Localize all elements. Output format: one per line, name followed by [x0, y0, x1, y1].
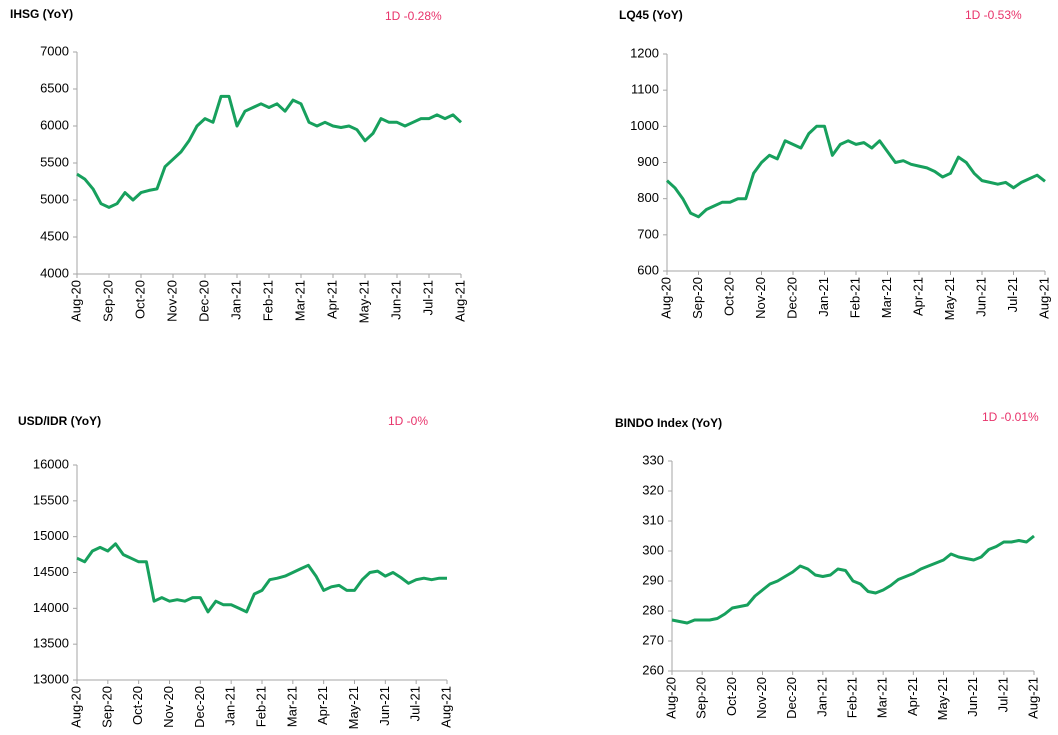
x-tick-label: Mar-21	[875, 677, 890, 718]
x-tick-label: Aug-21	[1025, 677, 1040, 719]
x-tick-label: Nov-20	[164, 280, 179, 322]
x-tick-label: Oct-20	[721, 277, 736, 316]
x-tick-label: Aug-20	[658, 277, 673, 319]
x-tick-label: Jul-21	[1005, 277, 1020, 312]
x-tick-label: Dec-20	[192, 686, 207, 728]
x-tick-label: May-21	[942, 277, 957, 320]
y-tick-label: 270	[642, 632, 664, 647]
x-tick-label: Aug-20	[68, 280, 83, 322]
data-line	[76, 94, 463, 209]
x-tick-label: Apr-21	[324, 280, 339, 319]
y-tick-label: 320	[642, 482, 664, 497]
x-tick-label: Apr-21	[910, 277, 925, 316]
y-tick-label: 330	[642, 452, 664, 467]
y-tick-label: 4500	[40, 228, 69, 243]
x-tick-label: May-21	[346, 686, 361, 729]
y-tick-label: 280	[642, 602, 664, 617]
y-tick-label: 260	[642, 662, 664, 677]
x-tick-label: Apr-21	[905, 677, 920, 716]
y-tick-label: 900	[637, 154, 659, 169]
y-tick-label: 4000	[40, 265, 69, 280]
y-tick-label: 6500	[40, 80, 69, 95]
x-tick-label: May-21	[935, 677, 950, 720]
chart-title: BINDO Index (YoY)	[615, 416, 722, 430]
x-tick-label: Sep-20	[100, 280, 115, 322]
x-tick-label: Jul-21	[995, 677, 1010, 712]
x-tick-label: Sep-20	[690, 277, 705, 319]
y-tick-label: 15000	[33, 528, 69, 543]
data-line	[671, 534, 1035, 625]
y-tick-label: 700	[637, 226, 659, 241]
x-tick-label: Apr-21	[315, 686, 330, 725]
x-tick-label: Dec-20	[196, 280, 211, 322]
x-tick-label: Dec-20	[784, 677, 799, 719]
x-tick-label: Feb-21	[253, 686, 268, 727]
x-tick-label: Oct-20	[132, 280, 147, 319]
change-annotation: 1D -0.01%	[982, 410, 1039, 424]
x-tick-label: Mar-21	[879, 277, 894, 318]
y-tick-label: 15500	[33, 492, 69, 507]
y-tick-label: 14500	[33, 564, 69, 579]
x-tick-label: Nov-20	[753, 277, 768, 319]
y-tick-label: 6000	[40, 117, 69, 132]
x-tick-label: Oct-20	[130, 686, 145, 725]
change-annotation: 1D -0.28%	[385, 9, 442, 23]
y-tick-label: 13500	[33, 636, 69, 651]
x-tick-label: Jan-21	[816, 277, 831, 317]
x-tick-label: Jun-21	[965, 677, 980, 717]
x-tick-label: Feb-21	[847, 277, 862, 318]
x-tick-label: Aug-20	[68, 686, 83, 728]
y-tick-label: 1200	[630, 45, 659, 60]
x-tick-label: Jan-21	[814, 677, 829, 717]
change-annotation: 1D -0%	[388, 414, 428, 428]
x-tick-label: Jun-21	[973, 277, 988, 317]
x-tick-label: Jul-21	[408, 686, 423, 721]
x-tick-label: Aug-21	[452, 280, 467, 322]
y-tick-label: 7000	[40, 43, 69, 58]
chart-title: IHSG (YoY)	[10, 7, 73, 21]
x-tick-label: Oct-20	[724, 677, 739, 716]
chart-title: USD/IDR (YoY)	[18, 414, 101, 428]
x-tick-label: Jun-21	[377, 686, 392, 726]
y-tick-label: 800	[637, 190, 659, 205]
x-tick-label: Aug-20	[663, 677, 678, 719]
x-tick-label: Feb-21	[260, 280, 275, 321]
y-tick-label: 16000	[33, 456, 69, 471]
x-tick-label: Feb-21	[844, 677, 859, 718]
x-tick-label: Jan-21	[223, 686, 238, 726]
x-tick-label: Mar-21	[292, 280, 307, 321]
data-line	[665, 124, 1046, 219]
x-tick-label: Mar-21	[284, 686, 299, 727]
x-tick-label: Jan-21	[228, 280, 243, 320]
y-tick-label: 600	[637, 262, 659, 277]
y-tick-label: 14000	[33, 600, 69, 615]
y-tick-label: 1100	[631, 82, 659, 97]
x-tick-label: Nov-20	[161, 686, 176, 728]
y-tick-label: 13000	[33, 671, 69, 686]
x-tick-label: Aug-21	[438, 686, 453, 728]
x-tick-label: Sep-20	[99, 686, 114, 728]
y-tick-label: 300	[642, 542, 664, 557]
y-tick-label: 1000	[630, 118, 659, 133]
x-tick-label: May-21	[356, 280, 371, 323]
data-line	[76, 542, 447, 614]
y-tick-label: 5000	[40, 191, 69, 206]
y-tick-label: 310	[642, 512, 664, 527]
x-tick-label: Sep-20	[694, 677, 709, 719]
y-tick-label: 290	[642, 572, 664, 587]
x-tick-label: Aug-21	[1036, 277, 1051, 319]
x-tick-label: Dec-20	[784, 277, 799, 319]
chart-title: LQ45 (YoY)	[619, 8, 683, 22]
change-annotation: 1D -0.53%	[965, 8, 1022, 22]
x-tick-label: Jul-21	[420, 280, 435, 315]
x-tick-label: Nov-20	[754, 677, 769, 719]
x-tick-label: Jun-21	[388, 280, 403, 320]
y-tick-label: 5500	[40, 154, 69, 169]
